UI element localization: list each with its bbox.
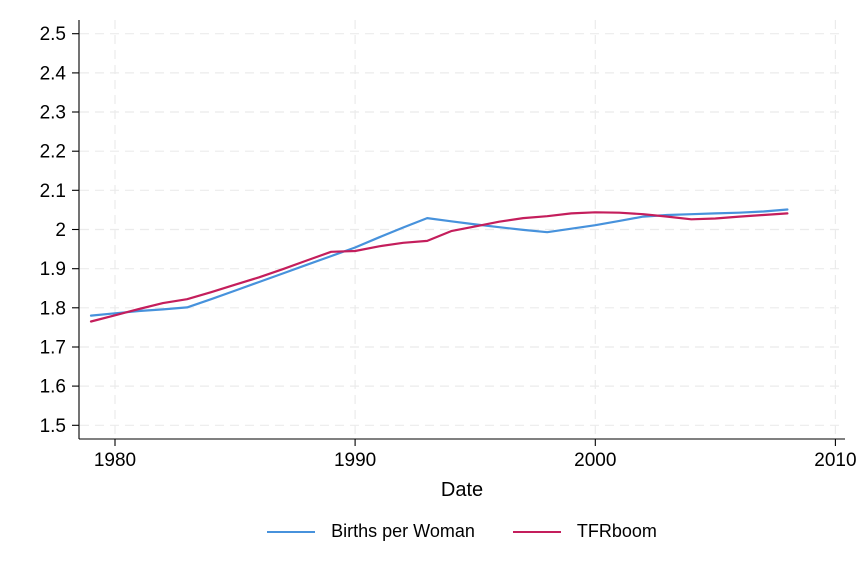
legend-item-births-per-woman: Births per Woman [267, 521, 475, 542]
legend-line-tfrboom-icon [512, 530, 561, 533]
series-line-births-per-woman [89, 208, 789, 317]
x-tick-label: 2010 [814, 450, 856, 470]
plot-area: 1.5 1.6 1.7 1.8 1.9 2 2.1 2.2 2.3 2.4 2.5 1980 1990 2… [40, 20, 857, 470]
y-tick-label: 2.1 [40, 181, 66, 202]
y-tick-label: 2.5 [40, 24, 66, 45]
y-tick-label: 1.5 [40, 416, 66, 437]
legend-label-tfrboom: TFRboom [576, 521, 657, 541]
y-tick-label: 1.7 [40, 338, 66, 359]
y-tick-label: 2.3 [40, 103, 66, 124]
x-tick-label: 1980 [94, 450, 136, 470]
y-tick-label: 2 [55, 220, 66, 241]
y-tick-label: 2.2 [40, 142, 66, 163]
series-line-tfrboom [89, 211, 789, 323]
legend-line-births-per-woman-icon [267, 530, 316, 533]
x-tick-label: 1990 [334, 450, 376, 470]
y-tick-label: 1.9 [40, 259, 66, 280]
y-tick-label: 1.8 [40, 298, 66, 319]
legend-label-births-per-woman: Births per Woman [331, 521, 475, 541]
x-axis-ticks: 1980 1990 2000 2010 [94, 439, 857, 470]
y-tick-label: 2.4 [40, 63, 67, 84]
legend: Births per Woman TFRboom [79, 521, 845, 542]
x-axis-title: Date [440, 479, 484, 501]
legend-item-tfrboom: TFRboom [512, 521, 657, 542]
y-axis-ticks: 1.5 1.6 1.7 1.8 1.9 2 2.1 2.2 2.3 2.4 2.5 [40, 24, 79, 437]
x-tick-label: 2000 [574, 450, 616, 470]
y-tick-label: 1.6 [40, 377, 66, 398]
